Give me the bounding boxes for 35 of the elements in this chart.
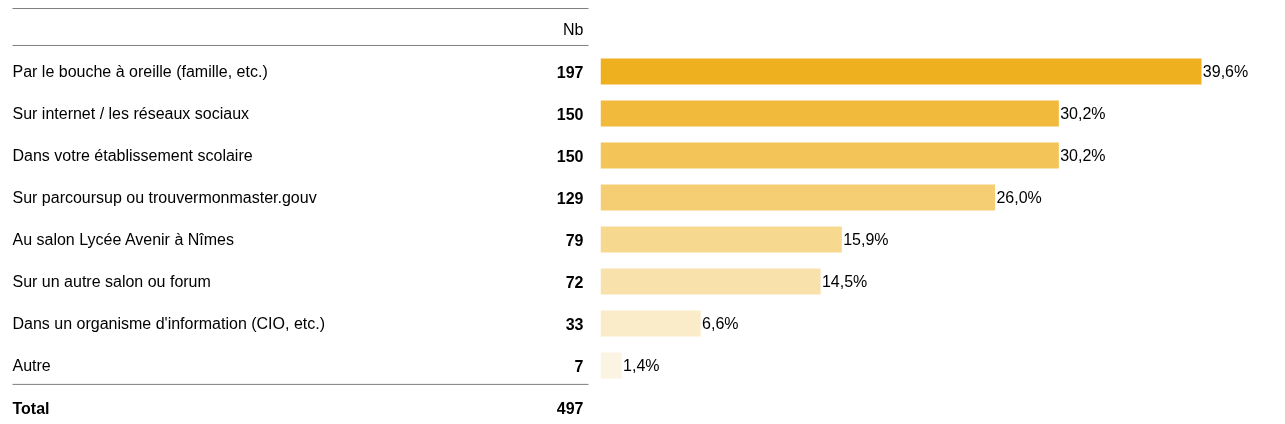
text: 79 [565, 231, 584, 249]
bar [600, 100, 1059, 127]
data-label: 15,9% [843, 231, 889, 248]
y-tick-label: Dans votre établissement scolaire [12, 147, 253, 164]
bar [600, 268, 821, 295]
bar [600, 142, 1059, 169]
y-tick-label: Dans un organisme d'information (CIO, etc.) [12, 315, 326, 332]
text: 497 [556, 400, 584, 418]
data-label: 26,0% [996, 189, 1042, 206]
bar [600, 310, 701, 337]
data-label: 39,6% [1202, 63, 1249, 80]
text: 129 [556, 189, 584, 207]
y-tick-label: Par le bouche à oreille (famille, etc.) [12, 63, 268, 80]
data-label: 30,2% [1060, 105, 1106, 122]
text: 72 [565, 273, 584, 291]
text: Nb [563, 21, 584, 38]
data-label: 30,2% [1060, 147, 1106, 164]
text: 33 [565, 315, 584, 333]
text: 197 [556, 63, 584, 81]
bar [600, 352, 622, 379]
bar [600, 184, 996, 211]
y-tick-label: Sur parcoursup ou trouvermonmaster.gouv [12, 189, 317, 206]
bar [600, 58, 1202, 85]
y-tick-label: Sur internet / les réseaux sociaux [12, 105, 250, 122]
y-tick-label: Sur un autre salon ou forum [12, 273, 211, 290]
y-tick-label: Autre [12, 357, 51, 374]
text: Total [12, 399, 50, 417]
text: 7 [574, 357, 584, 375]
data-label: 6,6% [702, 315, 739, 332]
data-label: 14,5% [821, 273, 868, 290]
bar [600, 226, 842, 253]
text: 150 [556, 147, 584, 165]
y-tick-label: Au salon Lycée Avenir à Nîmes [12, 231, 234, 248]
data-label: 1,4% [623, 357, 660, 374]
text: 150 [556, 105, 584, 123]
